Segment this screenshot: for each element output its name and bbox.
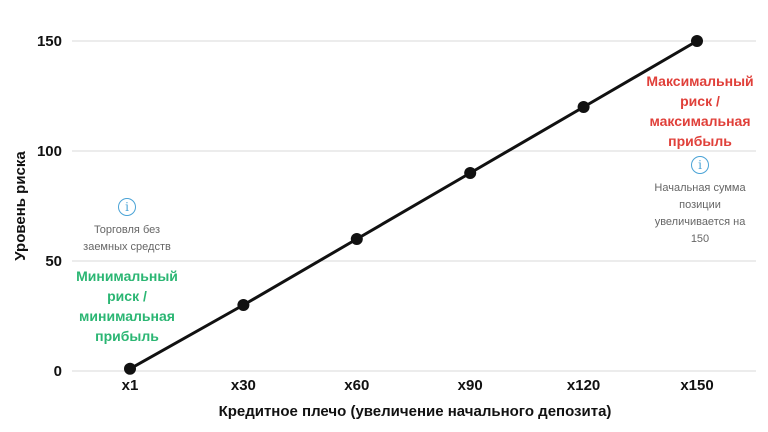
info-icon: i	[691, 156, 709, 174]
y-tick-label: 100	[37, 143, 62, 160]
annotation-left-head-line: Минимальный	[76, 268, 178, 284]
annotation-right-note-line: позиции	[679, 199, 721, 211]
x-tick-label: x90	[458, 377, 483, 394]
annotation-left-head: Минимальный риск / минимальная прибыль	[62, 266, 192, 346]
x-tick-label: x120	[567, 377, 600, 394]
data-point	[577, 101, 590, 113]
annotation-left-head-line: минимальная	[79, 308, 175, 324]
data-point	[124, 362, 136, 375]
annotation-right-info: i Начальная сумма позиции увеличивается …	[634, 156, 766, 248]
data-point	[350, 233, 363, 245]
annotation-left-note: Торговля без заемных средств	[62, 222, 192, 256]
annotation-right-head-line: максимальная	[649, 113, 751, 129]
annotation-left-head-line: риск /	[107, 288, 147, 304]
annotation-right-note-line: Начальная сумма	[654, 182, 746, 194]
data-point	[464, 167, 477, 179]
x-tick-label: x1	[122, 377, 139, 394]
y-tick-label: 50	[45, 253, 62, 270]
x-tick-label: x30	[231, 377, 256, 394]
annotation-right-head-line: риск /	[680, 93, 720, 109]
annotation-right-head-line: Максимальный	[646, 73, 754, 89]
annotation-right-note-line: увеличивается на	[654, 216, 746, 228]
info-icon: i	[118, 198, 136, 216]
annotation-left-note-line: заемных средств	[83, 241, 171, 253]
annotation-left-info: i Торговля без заемных средств	[62, 198, 192, 256]
data-point	[237, 299, 250, 311]
y-tick-label: 150	[37, 33, 62, 50]
x-tick-label: x60	[344, 377, 369, 394]
x-axis-title: Кредитное плечо (увеличение начального д…	[219, 403, 612, 420]
annotation-left-head-line: прибыль	[95, 328, 159, 344]
annotation-left-note-line: Торговля без	[93, 224, 161, 236]
y-tick-label: 0	[54, 363, 62, 380]
x-tick-label: x150	[680, 377, 713, 394]
y-axis-title: Уровень риска	[12, 151, 29, 261]
annotation-right-note: Начальная сумма позиции увеличивается на…	[634, 180, 766, 248]
annotation-right-head-line: прибыль	[668, 133, 732, 149]
series-line	[129, 39, 698, 371]
annotation-right-note-line: 150	[690, 233, 710, 245]
annotation-right-head: Максимальный риск / максимальная прибыль	[634, 71, 766, 151]
data-point	[691, 35, 703, 47]
